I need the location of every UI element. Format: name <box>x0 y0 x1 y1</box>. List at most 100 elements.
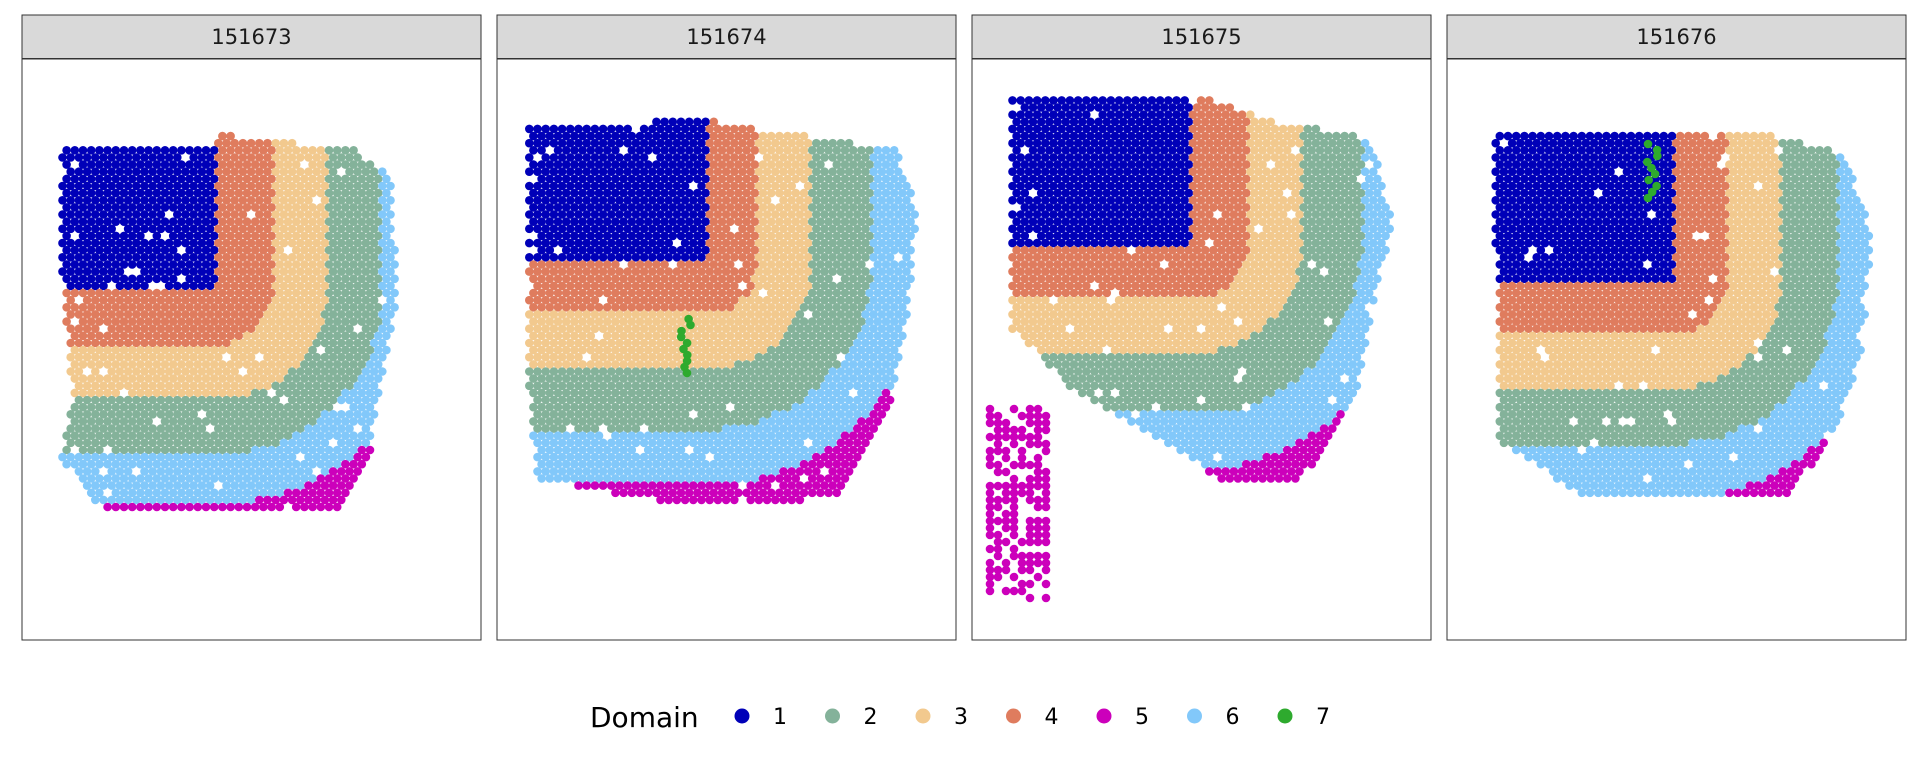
spot-domain-1 <box>148 210 157 219</box>
spot-domain-2 <box>283 374 293 383</box>
spot-domain-1 <box>1098 124 1107 134</box>
spot-domain-5 <box>357 445 367 455</box>
spot-domain-6 <box>341 431 350 441</box>
spot-domain-5 <box>590 481 600 490</box>
spot-domain-3 <box>754 310 764 319</box>
spot-domain-3 <box>287 281 297 291</box>
spot-domain-1 <box>668 231 678 241</box>
spot-domain-5 <box>795 481 805 490</box>
spot-domain-1 <box>1012 146 1021 155</box>
spot-domain-4 <box>1209 160 1218 169</box>
spot-domain-6 <box>894 238 903 248</box>
spot-domain-3 <box>267 317 276 326</box>
spot-domain-1 <box>1143 188 1153 198</box>
spot-domain-3 <box>623 338 632 348</box>
spot-domain-1 <box>701 146 710 155</box>
spot-domain-3 <box>730 352 739 362</box>
spot-domain-2 <box>341 260 350 269</box>
spot-domain-5 <box>812 452 821 462</box>
spot-domain-1 <box>684 131 694 141</box>
spot-domain-2 <box>553 402 563 412</box>
spot-domain-6 <box>197 481 207 490</box>
spot-domain-6 <box>783 417 792 426</box>
spot-domain-4 <box>1196 196 1206 205</box>
spot-domain-4 <box>181 295 190 305</box>
spot-domain-2 <box>857 217 866 226</box>
spot-domain-5 <box>861 424 870 433</box>
spot-domain-2 <box>349 174 358 184</box>
spot-domain-4 <box>1196 210 1206 219</box>
spot-domain-5 <box>693 488 702 498</box>
spot-domain-2 <box>156 438 166 448</box>
spot-domain-6 <box>738 452 747 462</box>
spot-domain-3 <box>312 181 322 191</box>
spot-domain-1 <box>1057 96 1066 105</box>
spot-domain-4 <box>1229 124 1239 134</box>
spot-domain-3 <box>1262 124 1271 134</box>
spot-domain-4 <box>259 203 268 212</box>
spot-domain-4 <box>214 138 223 148</box>
spot-domain-3 <box>123 352 133 362</box>
spot-domain-2 <box>304 367 313 376</box>
spot-domain-1 <box>201 203 211 212</box>
spot-domain-4 <box>738 238 747 248</box>
spot-domain-1 <box>1118 131 1128 141</box>
spot-domain-6 <box>578 445 587 455</box>
spot-domain-2 <box>296 381 305 391</box>
spot-domain-5 <box>639 481 649 490</box>
spot-domain-6 <box>267 488 276 498</box>
spot-domain-6 <box>74 452 84 462</box>
spot-domain-2 <box>619 402 628 412</box>
spot-domain-6 <box>754 438 764 448</box>
spot-domain-4 <box>1188 138 1198 148</box>
spot-domain-2 <box>316 402 326 412</box>
spot-domain-6 <box>136 474 145 483</box>
spot-domain-3 <box>1246 181 1255 191</box>
spot-domain-6 <box>378 210 387 219</box>
spot-domain-3 <box>275 360 285 369</box>
spot-domain-4 <box>566 295 575 305</box>
spot-points <box>58 131 399 512</box>
spot-domain-1 <box>701 117 710 127</box>
spot-domain-3 <box>672 310 682 319</box>
spot-domain-6 <box>382 274 391 284</box>
spot-domain-2 <box>332 360 342 369</box>
spot-domain-1 <box>660 245 669 255</box>
spot-domain-2 <box>353 210 363 219</box>
spot-domain-4 <box>254 252 264 262</box>
spot-domain-6 <box>902 310 911 319</box>
spot-domain-6 <box>70 459 80 469</box>
spot-domain-2 <box>754 381 764 391</box>
spot-domain-5 <box>619 488 628 498</box>
spot-domain-1 <box>623 210 632 219</box>
spot-domain-1 <box>701 188 710 198</box>
spot-domain-4 <box>738 167 747 176</box>
spot-domain-3 <box>300 260 309 269</box>
spot-domain-1 <box>115 196 125 205</box>
spot-domain-6 <box>537 459 546 469</box>
spot-domain-1 <box>1041 124 1050 134</box>
spot-domain-1 <box>99 224 108 234</box>
spot-domain-3 <box>1278 124 1288 134</box>
spot-domain-6 <box>840 417 850 426</box>
spot-domain-6 <box>742 474 751 483</box>
spot-domain-1 <box>598 252 608 262</box>
spot-domain-2 <box>353 295 363 305</box>
spot-domain-1 <box>1184 131 1194 141</box>
spot-domain-3 <box>619 317 628 326</box>
spot-domain-6 <box>746 467 755 476</box>
spot-domain-6 <box>132 495 141 505</box>
spot-domain-1 <box>1012 131 1021 141</box>
spot-domain-2 <box>189 438 198 448</box>
spot-domain-3 <box>300 174 309 184</box>
spot-domain-4 <box>246 167 256 176</box>
spot-domain-2 <box>738 381 747 391</box>
spot-domain-3 <box>209 374 219 383</box>
spot-domain-1 <box>607 210 616 219</box>
spot-domain-6 <box>378 224 387 234</box>
spot-domain-4 <box>746 252 755 262</box>
spot-domain-1 <box>660 174 669 184</box>
spot-domain-2 <box>341 274 350 284</box>
spot-domain-1 <box>168 217 178 226</box>
spot-domain-3 <box>91 381 100 391</box>
